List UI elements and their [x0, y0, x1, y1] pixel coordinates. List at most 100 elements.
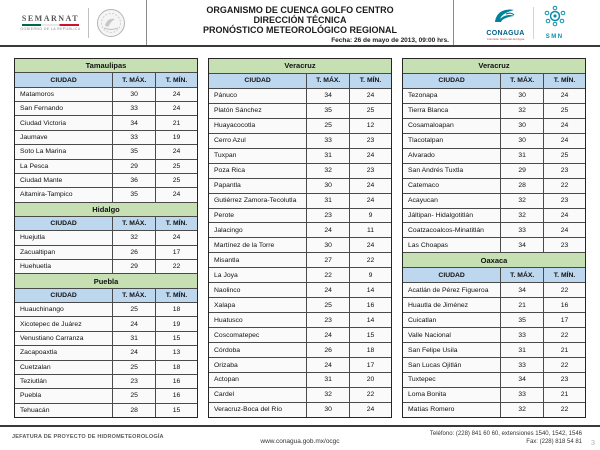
city-cell: Huatusco: [209, 313, 308, 328]
tmax-cell: 31: [307, 148, 350, 163]
logo-divider: [87, 7, 89, 38]
tmax-cell: 24: [307, 223, 350, 238]
city-cell: Misantla: [209, 253, 308, 268]
table-row: Cuetzalan 25 18: [15, 359, 197, 374]
col-header-tmin: T. MÍN.: [155, 288, 197, 303]
table-row: Xalapa 25 16: [209, 297, 391, 313]
table-row: Las Choapas 34 23: [403, 237, 585, 253]
tmin-cell: 24: [349, 148, 391, 163]
tmin-cell: 24: [349, 193, 391, 208]
tmin-cell: 22: [543, 283, 585, 298]
tmax-cell: 23: [307, 313, 350, 328]
city-cell: Puebla: [15, 389, 114, 403]
table-row: San Andrés Tuxtla 29 23: [403, 162, 585, 178]
city-cell: Tehuacán: [15, 403, 114, 417]
tmin-cell: 24: [155, 87, 197, 102]
state-name: Puebla: [15, 274, 197, 288]
city-cell: Cardel: [209, 387, 308, 402]
tmin-cell: 9: [349, 208, 391, 223]
tmin-cell: 16: [155, 374, 197, 389]
tmin-cell: 15: [155, 403, 197, 417]
table-row: Córdoba 26 18: [209, 342, 391, 358]
table-row: Ciudad Victoria 34 21: [15, 115, 197, 130]
table-row: Huatusco 23 14: [209, 312, 391, 328]
conagua-logo: CONAGUA Comisión Nacional del Agua: [486, 5, 524, 41]
tmax-cell: 33: [501, 223, 544, 238]
tmax-cell: 22: [307, 268, 350, 283]
tmax-cell: 34: [113, 116, 156, 130]
city-cell: Pánuco: [209, 88, 308, 103]
table-row: Matías Romero 32 22: [403, 401, 585, 417]
tmax-cell: 25: [113, 303, 156, 317]
tmin-cell: 22: [543, 358, 585, 373]
table-row: Venustiano Carranza 31 15: [15, 330, 197, 346]
table-row: Acatlán de Pérez Figueroa 34 22: [403, 282, 585, 298]
tmax-cell: 30: [501, 118, 544, 133]
table-row: Poza Rica 32 23: [209, 162, 391, 178]
tmin-cell: 17: [155, 245, 197, 260]
col-header-tmin: T. MÍN.: [155, 216, 197, 231]
tmin-cell: 24: [543, 118, 585, 133]
city-cell: Huauchinango: [15, 303, 114, 317]
table-row: Gutiérrez Zamora-Tecolutla 31 24: [209, 192, 391, 208]
column-header-row: CIUDAD T. MÁX. T. MÍN.: [403, 72, 585, 88]
tmin-cell: 21: [155, 116, 197, 130]
tmax-cell: 26: [113, 245, 156, 260]
table-row: Platón Sánchez 35 25: [209, 102, 391, 118]
tmin-cell: 18: [155, 360, 197, 374]
tmin-cell: 24: [349, 238, 391, 253]
table-row: Jaumave 33 19: [15, 129, 197, 145]
tmin-cell: 14: [349, 313, 391, 328]
table-row: Coatzacoalcos-Minatitlán 33 24: [403, 222, 585, 238]
col-header-city: CIUDAD: [15, 216, 114, 231]
city-cell: Jaumave: [15, 130, 114, 145]
tmin-cell: 24: [349, 178, 391, 193]
tmin-cell: 18: [349, 343, 391, 358]
city-cell: Tuxpan: [209, 148, 308, 163]
city-cell: Huayacocotla: [209, 118, 308, 133]
tmax-cell: 30: [113, 87, 156, 102]
city-cell: Acayucan: [403, 193, 502, 208]
table-row: San Felipe Usila 31 21: [403, 342, 585, 358]
tmax-cell: 29: [113, 159, 156, 173]
tmin-cell: 21: [543, 387, 585, 402]
table-row: Teziutlán 23 16: [15, 373, 197, 389]
city-cell: Cerro Azul: [209, 133, 308, 148]
forecast-tables: Tamaulipas CIUDAD T. MÁX. T. MÍN. Matamoros 3…: [14, 58, 586, 418]
tmin-cell: 22: [543, 402, 585, 417]
city-cell: Catemaco: [403, 178, 502, 193]
tmax-cell: 35: [113, 188, 156, 202]
col-header-tmax: T. MÁX.: [501, 268, 544, 283]
tmin-cell: 23: [543, 193, 585, 208]
tmin-cell: 20: [349, 373, 391, 387]
tmin-cell: 22: [349, 253, 391, 268]
city-cell: Valle Nacional: [403, 328, 502, 343]
page-number: 3: [590, 438, 595, 447]
tmax-cell: 31: [307, 193, 350, 208]
tmin-cell: 12: [349, 118, 391, 133]
table-row: Valle Nacional 33 22: [403, 327, 585, 343]
tmin-cell: 9: [349, 268, 391, 283]
city-cell: Jalacingo: [209, 223, 308, 238]
tmax-cell: 30: [501, 88, 544, 103]
tmin-cell: 24: [349, 88, 391, 103]
tmax-cell: 29: [113, 260, 156, 274]
footer-contact: Teléfono: (228) 841 60 60, extensiones 1…: [430, 430, 582, 446]
title-line-3: PRONÓSTICO METEOROLÓGICO REGIONAL: [202, 25, 397, 35]
conagua-wordmark: CONAGUA: [486, 29, 525, 37]
tmin-cell: 17: [543, 313, 585, 328]
table-row: Papantla 30 24: [209, 177, 391, 193]
tmax-cell: 23: [113, 374, 156, 389]
tmin-cell: 24: [155, 145, 197, 159]
tmax-cell: 31: [113, 331, 156, 346]
table-row: La Pesca 29 25: [15, 158, 197, 173]
city-cell: Huautla de Jiménez: [403, 298, 502, 313]
state-header-row: Hidalgo: [15, 201, 197, 216]
tmax-cell: 27: [307, 253, 350, 268]
table-row: Alvarado 31 25: [403, 147, 585, 163]
city-cell: Perote: [209, 208, 308, 223]
tmin-cell: 22: [543, 178, 585, 193]
table-row: Cuicatlan 35 17: [403, 312, 585, 328]
tmax-cell: 30: [307, 238, 350, 253]
table-row: Tuxtepec 34 23: [403, 372, 585, 387]
